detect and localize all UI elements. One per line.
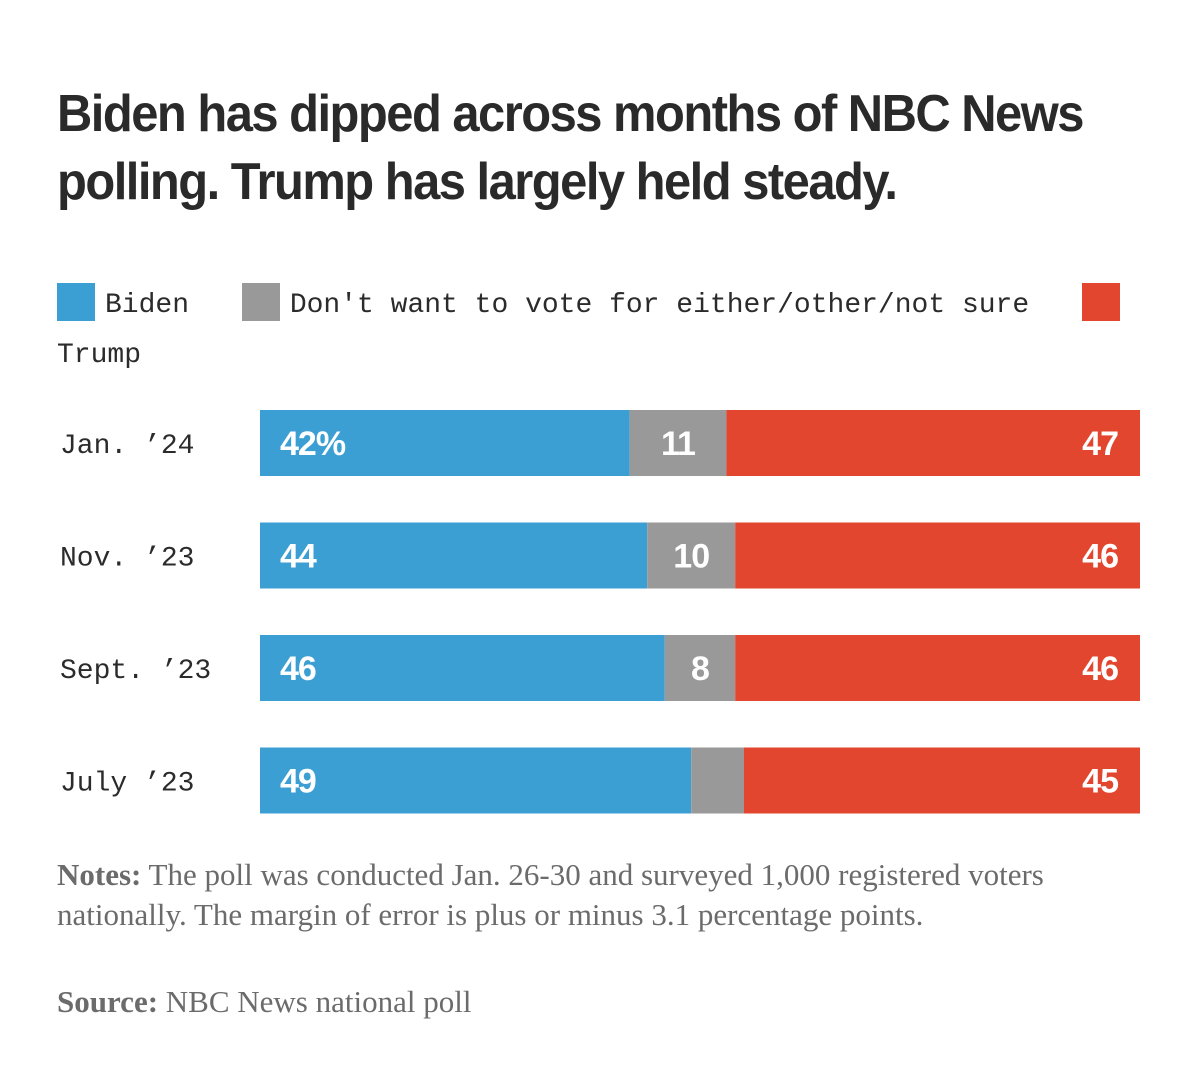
- legend: Biden Don't want to vote for either/othe…: [57, 281, 1147, 381]
- legend-swatch-trump: [1081, 283, 1120, 321]
- stacked-bar-chart: Jan. ’24 42% 11 47 Nov. ’23 44 10 46 Sept. ’23 46…: [60, 410, 1140, 814]
- data-label-trump-sept-23: 46: [1082, 650, 1118, 688]
- chart-title: Biden has dipped across months of NBC Ne…: [57, 85, 1084, 211]
- legend-swatch-neither: [241, 283, 280, 321]
- legend-label-neither: Don't want to vote for either/other/not …: [289, 290, 1030, 321]
- data-label-trump-nov-23: 46: [1082, 538, 1118, 576]
- legend-label-trump: Trump: [57, 340, 142, 371]
- row-label-sept-23: Sept. ’23: [60, 656, 211, 687]
- bar-trump-nov-23: [735, 522, 1140, 589]
- bar-biden-jan-24: [260, 410, 630, 476]
- row-label-jan-24: Jan. ’24: [60, 431, 194, 462]
- bar-trump-sept-23: [735, 635, 1140, 701]
- legend-swatch-biden: [57, 283, 95, 321]
- legend-item-trump: Trump: [57, 283, 1130, 371]
- legend-item-neither: Don't want to vote for either/other/not …: [241, 283, 1030, 321]
- data-label-don-sept-23: 8: [691, 650, 709, 688]
- data-label-biden-jan-24: 42%: [280, 425, 346, 463]
- data-label-don-nov-23: 10: [673, 538, 709, 576]
- data-label-trump-jan-24: 47: [1082, 425, 1118, 463]
- legend-item-biden: Biden: [57, 283, 190, 321]
- bar-don-jan-24: [629, 410, 727, 476]
- data-label-biden-sept-23: 46: [280, 650, 316, 688]
- data-label-trump-july-23: 45: [1082, 763, 1118, 801]
- notes: Notes: The poll was conducted Jan. 26-30…: [57, 855, 1157, 935]
- bar-don-july-23: [691, 747, 744, 814]
- data-label-don-jan-24: 11: [661, 425, 695, 463]
- data-label-biden-nov-23: 44: [280, 538, 317, 576]
- data-label-biden-july-23: 49: [280, 763, 316, 801]
- source-text: NBC News national poll: [158, 984, 472, 1019]
- notes-label: Notes:: [57, 857, 142, 892]
- bar-biden-july-23: [260, 747, 692, 814]
- notes-text: The poll was conducted Jan. 26-30 and su…: [57, 857, 1044, 932]
- row-label-nov-23: Nov. ’23: [60, 544, 194, 575]
- source: Source: NBC News national poll: [57, 982, 1157, 1022]
- bar-trump-jan-24: [726, 410, 1140, 476]
- bar-don-nov-23: [647, 522, 736, 589]
- source-label: Source:: [57, 984, 159, 1019]
- bar-trump-july-23: [744, 747, 1140, 814]
- row-label-july-23: July ’23: [60, 769, 194, 800]
- bar-don-sept-23: [664, 635, 736, 701]
- legend-label-biden: Biden: [105, 290, 190, 321]
- bar-biden-sept-23: [260, 635, 665, 701]
- bar-biden-nov-23: [260, 522, 648, 589]
